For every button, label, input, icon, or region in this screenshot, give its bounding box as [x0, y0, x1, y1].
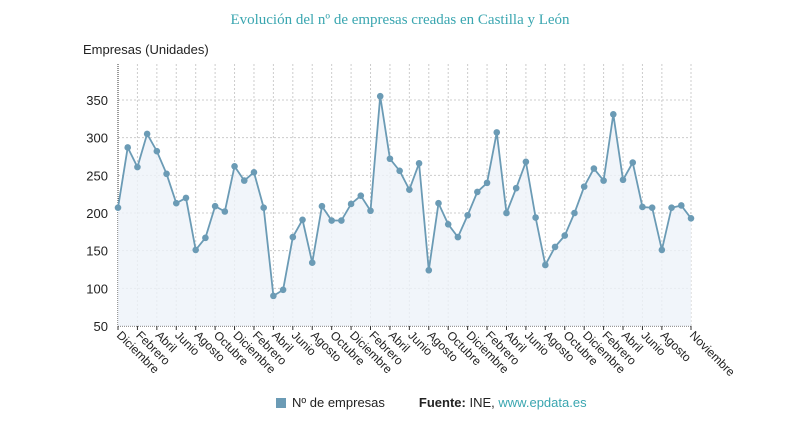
- data-point: [357, 192, 365, 199]
- data-point: [590, 165, 598, 172]
- source-link[interactable]: www.epdata.es: [498, 395, 587, 410]
- data-point: [542, 261, 549, 269]
- data-point: [454, 233, 462, 241]
- area-fill: [118, 96, 691, 326]
- y-tick-label: 100: [86, 281, 108, 296]
- data-point: [561, 232, 569, 239]
- data-point: [658, 246, 666, 254]
- legend-label[interactable]: Nº de empresas: [292, 395, 385, 410]
- data-point: [192, 246, 199, 254]
- data-point: [376, 92, 384, 100]
- data-point: [231, 162, 238, 170]
- data-point: [619, 176, 627, 184]
- data-point: [415, 159, 423, 167]
- legend-swatch: [276, 397, 286, 408]
- legend: Nº de empresas Fuente: INE, www.epdata.e…: [276, 395, 587, 410]
- data-point: [396, 167, 403, 175]
- data-point: [347, 200, 355, 208]
- data-point: [270, 292, 277, 300]
- data-point: [299, 216, 306, 224]
- data-point: [687, 214, 695, 222]
- data-point: [289, 233, 297, 241]
- data-point: [639, 203, 646, 211]
- data-point: [512, 184, 520, 192]
- data-point: [435, 199, 442, 207]
- data-point: [532, 214, 539, 221]
- data-point: [483, 179, 491, 187]
- data-point: [114, 204, 122, 212]
- source-label: Fuente:: [418, 395, 466, 410]
- data-point: [143, 130, 151, 138]
- data-point: [172, 199, 180, 207]
- data-point: [629, 159, 637, 166]
- data-point: [367, 207, 374, 215]
- data-point: [318, 202, 326, 210]
- y-tick-label: 250: [86, 168, 108, 183]
- source-value: INE,: [469, 395, 495, 410]
- data-point: [406, 186, 413, 193]
- data-point: [386, 155, 394, 163]
- y-tick-label: 150: [86, 244, 108, 259]
- data-point: [134, 163, 141, 171]
- data-point: [668, 204, 675, 212]
- y-tick-label: 350: [86, 93, 108, 108]
- data-point: [202, 234, 209, 242]
- data-point: [250, 169, 258, 176]
- chart-title: Evolución del nº de empresas creadas en …: [230, 12, 570, 28]
- data-point: [328, 217, 335, 224]
- data-point: [425, 266, 433, 274]
- data-point: [522, 158, 530, 166]
- data-point: [493, 129, 501, 136]
- data-point: [464, 211, 471, 219]
- data-point: [153, 147, 161, 155]
- data-point: [308, 259, 316, 267]
- source: Fuente: INE, www.epdata.es: [419, 395, 587, 410]
- y-tick-label: 50: [94, 319, 108, 334]
- data-point: [444, 221, 452, 228]
- data-point: [182, 194, 190, 202]
- y-tick-label: 200: [86, 206, 108, 221]
- data-point: [240, 177, 248, 184]
- data-point: [221, 208, 229, 215]
- data-point: [260, 204, 267, 212]
- data-point: [610, 111, 617, 118]
- data-point: [571, 209, 578, 217]
- data-point: [677, 202, 685, 209]
- data-point: [551, 243, 559, 251]
- data-point: [648, 204, 656, 212]
- data-point: [600, 177, 607, 184]
- data-point: [474, 188, 481, 196]
- data-point: [124, 144, 132, 151]
- data-point: [163, 170, 170, 178]
- y-tick-label: 300: [86, 131, 108, 146]
- data-point: [338, 217, 345, 224]
- y-axis-label: Empresas (Unidades): [83, 42, 209, 57]
- data-point: [279, 286, 287, 294]
- data-point: [503, 209, 510, 217]
- data-point: [211, 202, 219, 210]
- data-point: [580, 183, 588, 190]
